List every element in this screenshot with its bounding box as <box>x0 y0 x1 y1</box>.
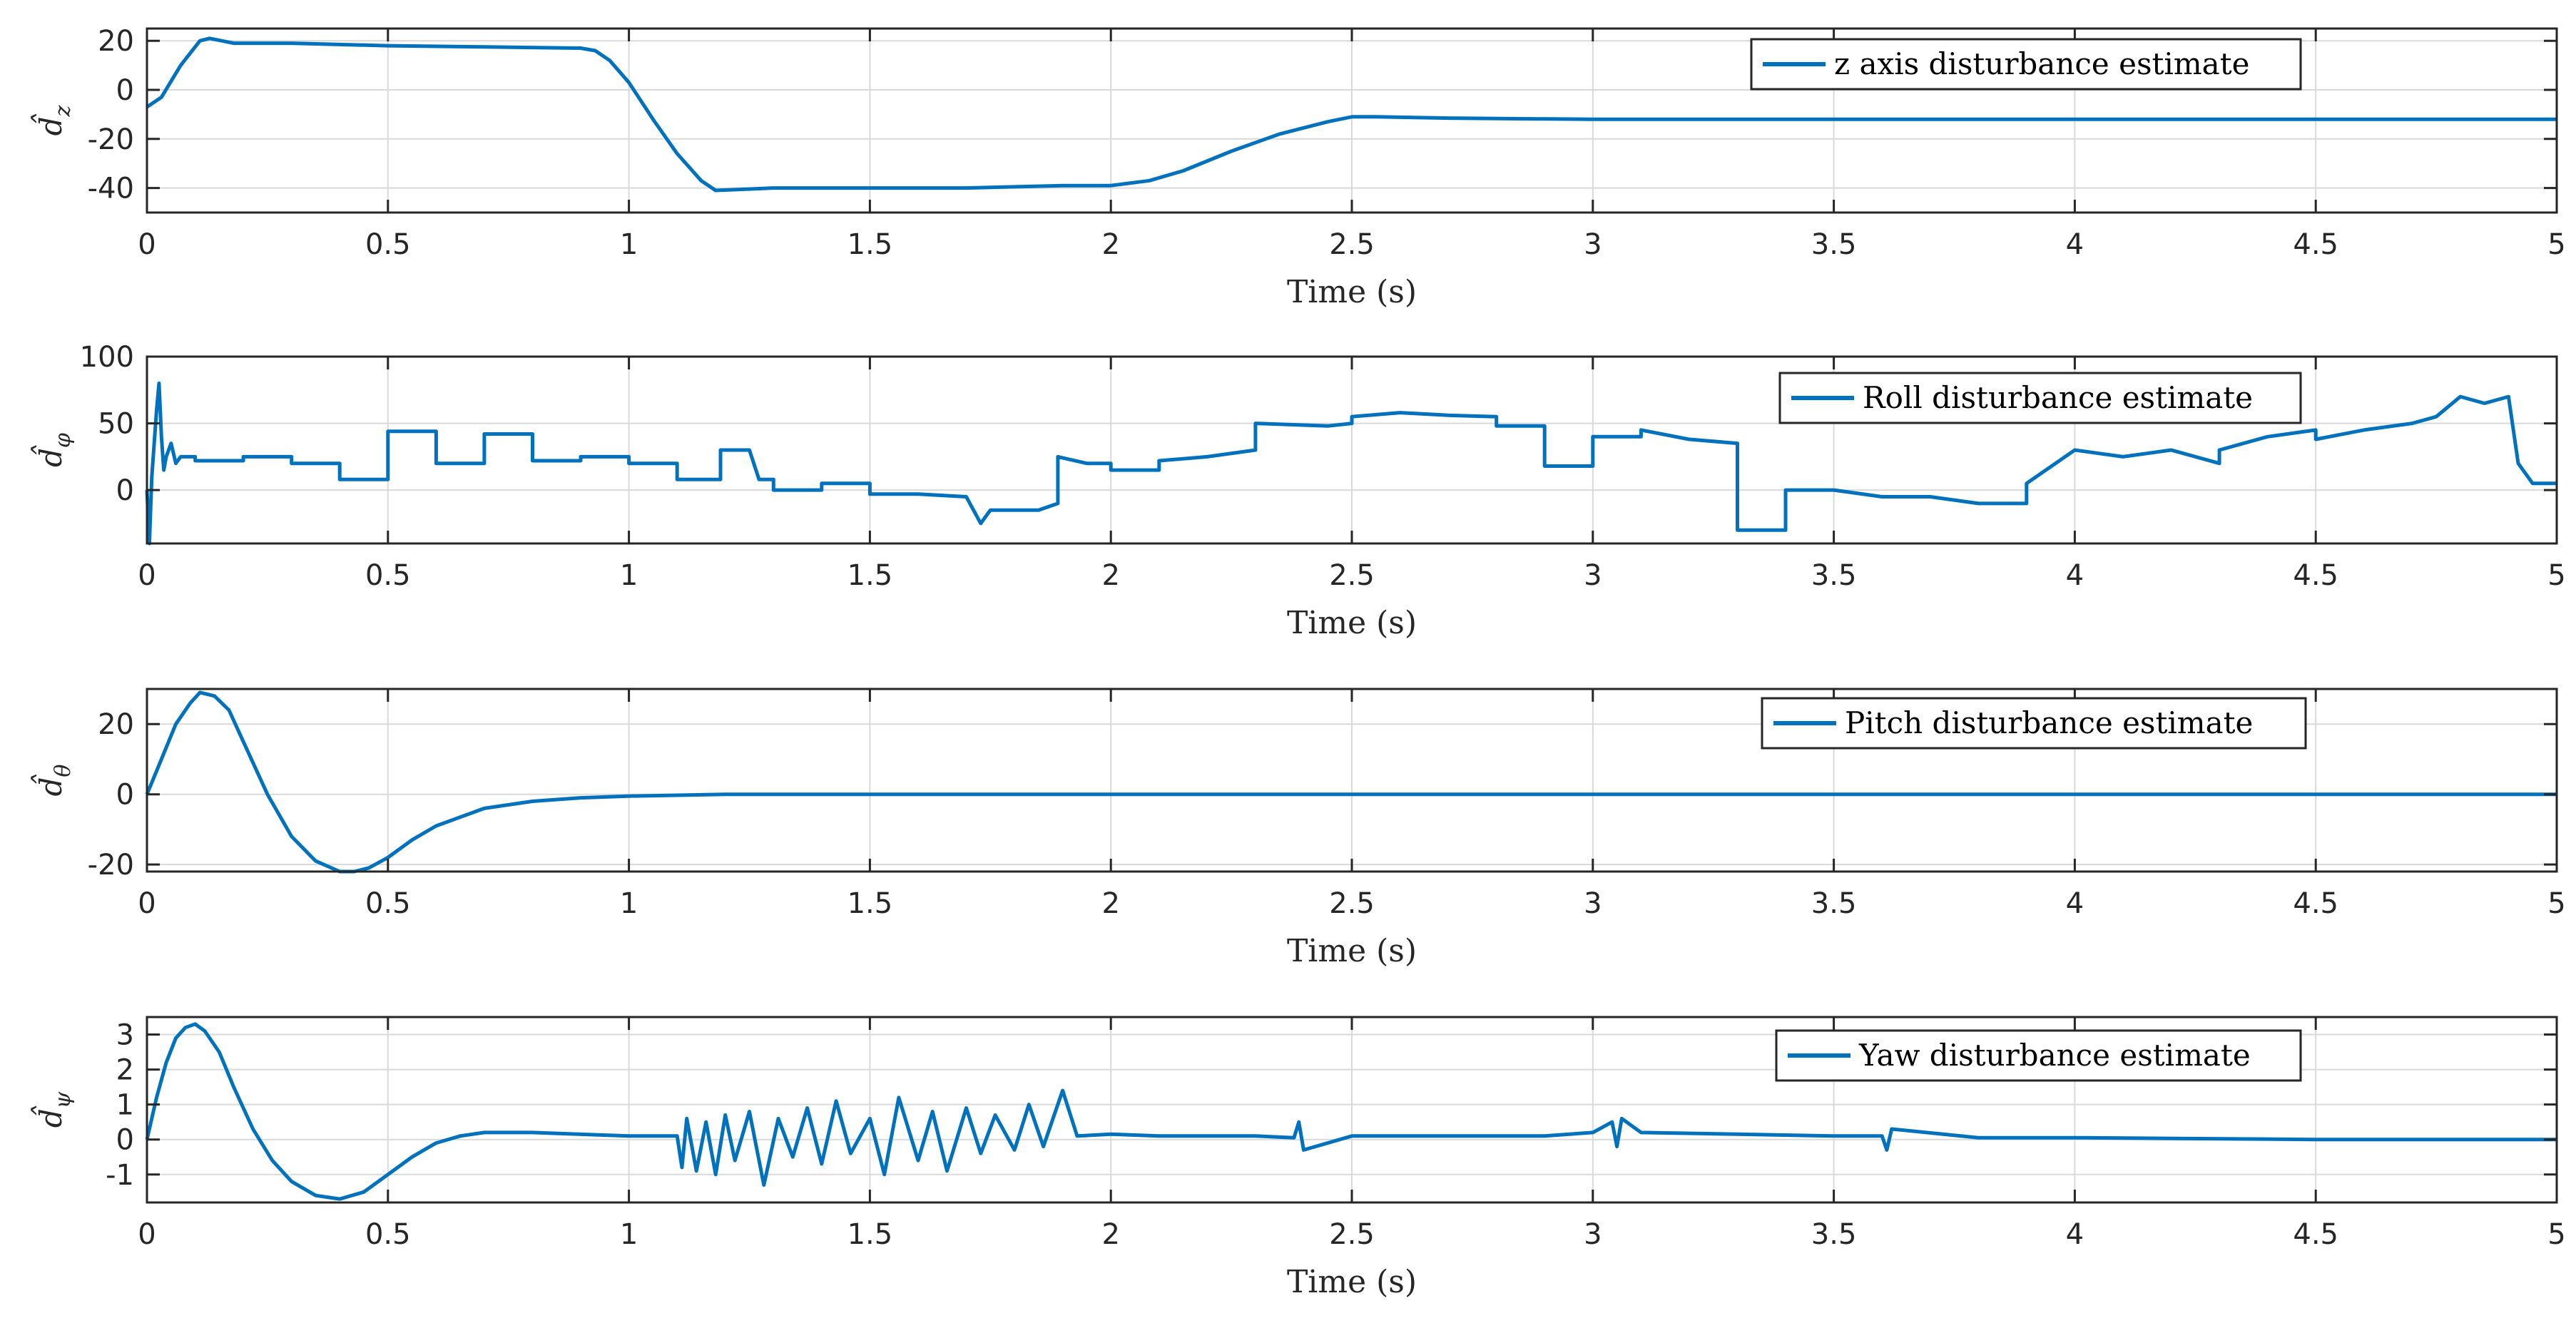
x-tick-label: 0 <box>138 559 156 592</box>
legend-box <box>1775 1029 2302 1082</box>
x-tick-label: 1 <box>620 559 638 592</box>
x-tick-label: 1.5 <box>847 1218 893 1251</box>
x-tick-label: 3.5 <box>1811 887 1857 920</box>
legend-entry: Pitch disturbance estimate <box>1845 705 2253 740</box>
legend: Roll disturbance estimate <box>1778 372 2302 424</box>
x-tick-label: 4.5 <box>2293 228 2338 261</box>
x-tick-label: 3.5 <box>1811 228 1857 261</box>
x-tick-label: 0.5 <box>365 559 411 592</box>
legend-entry: Yaw disturbance estimate <box>1858 1038 2251 1073</box>
x-tick-label: 1 <box>620 887 638 920</box>
y-tick-label: 0 <box>116 1124 134 1157</box>
y-tick-label: 50 <box>98 408 134 441</box>
x-tick-label: 0.5 <box>365 887 411 920</box>
x-tick-label: 1.5 <box>847 228 893 261</box>
x-tick-label: 0 <box>138 887 156 920</box>
x-tick-label: 2.5 <box>1329 559 1375 592</box>
x-tick-label: 5 <box>2547 887 2565 920</box>
x-tick-label: 0.5 <box>365 228 411 261</box>
x-tick-label: 1 <box>620 228 638 261</box>
y-tick-label: 0 <box>116 779 134 812</box>
x-tick-label: 5 <box>2547 228 2565 261</box>
series-line-2 <box>145 381 2557 546</box>
y-tick-label: 0 <box>116 74 134 107</box>
legend: z axis disturbance estimate <box>1750 38 2302 91</box>
legend-box <box>1778 372 2302 424</box>
x-tick-label: 5 <box>2547 1218 2565 1251</box>
x-axis-label: Time (s) <box>1287 1264 1417 1300</box>
y-tick-label: 0 <box>116 474 134 507</box>
x-tick-label: 4 <box>2066 1218 2084 1251</box>
x-tick-label: 2 <box>1101 228 1119 261</box>
x-tick-label: 4 <box>2066 559 2084 592</box>
legend: Pitch disturbance estimate <box>1761 697 2307 750</box>
x-tick-label: 4.5 <box>2293 559 2338 592</box>
x-tick-label: 2.5 <box>1329 1218 1375 1251</box>
subplot-1: 0 0.5 1 1.5 2 2.5 3 3.5 4 4.5 5 -40 -20 0 20 Time (s) d̂… <box>30 25 2566 310</box>
x-tick-label: 4 <box>2066 887 2084 920</box>
legend-box <box>1750 38 2302 91</box>
x-tick-label: 3 <box>1584 1218 1602 1251</box>
x-tick-label: 0.5 <box>365 1218 411 1251</box>
series-line-3 <box>145 690 2557 874</box>
x-tick-label: 3 <box>1584 228 1602 261</box>
legend-entry: z axis disturbance estimate <box>1834 46 2249 81</box>
x-tick-label: 1 <box>620 1218 638 1251</box>
y-tick-label: 3 <box>116 1019 134 1052</box>
x-axis-label: Time (s) <box>1287 274 1417 310</box>
series-line-4 <box>145 1022 2557 1201</box>
x-tick-label: 4 <box>2066 228 2084 261</box>
series-line-1 <box>146 36 2557 193</box>
x-tick-label: 0 <box>138 228 156 261</box>
legend: Yaw disturbance estimate <box>1775 1029 2302 1082</box>
x-tick-label: 2 <box>1101 1218 1119 1251</box>
y-tick-label: -1 <box>106 1159 134 1192</box>
y-tick-label: 20 <box>98 25 134 58</box>
y-tick-label: 2 <box>116 1054 134 1087</box>
y-tick-label: 100 <box>80 341 134 374</box>
x-tick-label: 4.5 <box>2293 1218 2338 1251</box>
x-tick-label: 2.5 <box>1329 228 1375 261</box>
y-axis-label: d̂ψ <box>30 1091 76 1128</box>
x-tick-label: 3 <box>1584 559 1602 592</box>
x-tick-label: 0 <box>138 1218 156 1251</box>
x-axis-label: Time (s) <box>1287 933 1417 969</box>
x-tick-label: 5 <box>2547 559 2565 592</box>
y-axis-label: d̂θ <box>30 765 76 797</box>
y-tick-label: 20 <box>98 708 134 741</box>
y-tick-label: 1 <box>116 1089 134 1122</box>
x-axis-label: Time (s) <box>1287 605 1417 641</box>
x-tick-label: 3.5 <box>1811 1218 1857 1251</box>
legend-entry: Roll disturbance estimate <box>1863 380 2253 415</box>
y-tick-label: -40 <box>88 173 134 205</box>
x-tick-label: 2.5 <box>1329 887 1375 920</box>
x-tick-label: 3 <box>1584 887 1602 920</box>
legend-box <box>1761 697 2307 750</box>
x-tick-label: 1.5 <box>847 559 893 592</box>
x-tick-label: 2 <box>1101 559 1119 592</box>
y-axis-label: d̂z <box>30 105 76 136</box>
x-tick-label: 2 <box>1101 887 1119 920</box>
y-tick-label: -20 <box>88 123 134 156</box>
y-tick-label: -20 <box>88 849 134 882</box>
x-tick-label: 3.5 <box>1811 559 1857 592</box>
x-tick-label: 1.5 <box>847 887 893 920</box>
y-axis-label: d̂φ <box>30 433 76 467</box>
x-tick-label: 4.5 <box>2293 887 2338 920</box>
